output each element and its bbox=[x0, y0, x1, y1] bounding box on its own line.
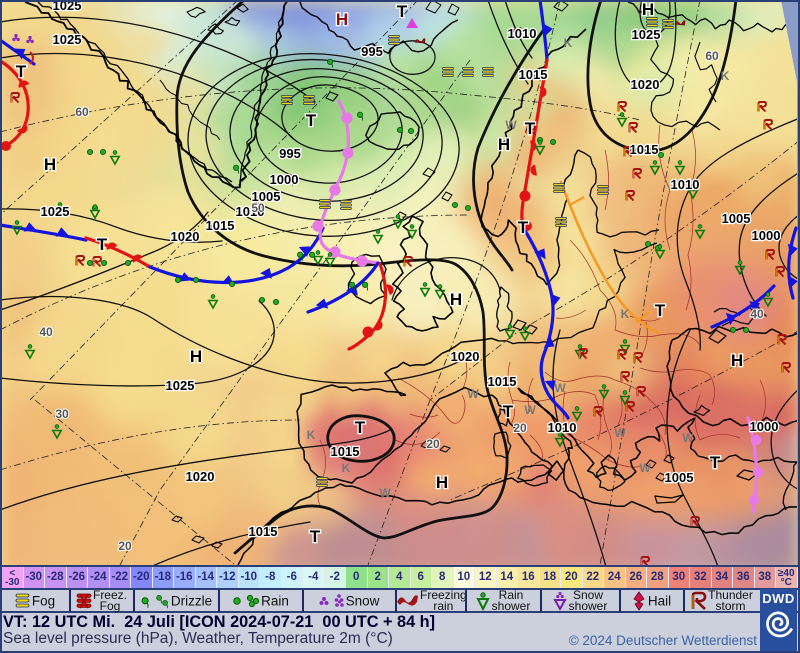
svg-text:T: T bbox=[355, 418, 366, 437]
svg-text:T: T bbox=[503, 402, 514, 421]
svg-text:T: T bbox=[397, 2, 408, 21]
svg-text:30: 30 bbox=[55, 407, 69, 421]
svg-text:40: 40 bbox=[39, 325, 53, 339]
svg-text:H: H bbox=[498, 135, 510, 154]
svg-text:1015: 1015 bbox=[206, 218, 235, 233]
svg-text:W: W bbox=[682, 431, 694, 445]
svg-text:40: 40 bbox=[750, 307, 764, 321]
svg-text:T: T bbox=[655, 301, 666, 320]
svg-text:H: H bbox=[642, 0, 654, 19]
svg-text:1015: 1015 bbox=[488, 374, 517, 389]
svg-text:T: T bbox=[518, 218, 529, 237]
svg-text:1015: 1015 bbox=[331, 444, 360, 459]
svg-text:1010: 1010 bbox=[236, 204, 265, 219]
svg-text:1005: 1005 bbox=[722, 211, 751, 226]
svg-text:1010: 1010 bbox=[508, 26, 537, 41]
svg-text:1020: 1020 bbox=[186, 469, 215, 484]
svg-text:T: T bbox=[16, 62, 27, 81]
svg-text:1025: 1025 bbox=[632, 27, 661, 42]
svg-text:H: H bbox=[731, 351, 743, 370]
svg-text:W: W bbox=[639, 461, 651, 475]
svg-text:1000: 1000 bbox=[750, 419, 779, 434]
svg-text:1015: 1015 bbox=[249, 524, 278, 539]
svg-text:60: 60 bbox=[75, 105, 89, 119]
svg-text:1005: 1005 bbox=[665, 470, 694, 485]
svg-text:995: 995 bbox=[279, 146, 301, 161]
svg-text:1025: 1025 bbox=[53, 0, 82, 13]
svg-text:20: 20 bbox=[426, 437, 440, 451]
svg-text:1015: 1015 bbox=[519, 67, 548, 82]
svg-text:1000: 1000 bbox=[270, 172, 299, 187]
svg-text:K: K bbox=[564, 36, 573, 50]
svg-text:H: H bbox=[450, 290, 462, 309]
svg-text:W: W bbox=[467, 387, 479, 401]
svg-text:K: K bbox=[342, 461, 351, 475]
svg-text:1020: 1020 bbox=[451, 349, 480, 364]
svg-text:1015: 1015 bbox=[630, 142, 659, 157]
svg-text:T: T bbox=[525, 119, 536, 138]
svg-text:T: T bbox=[306, 111, 317, 130]
svg-text:1020: 1020 bbox=[631, 77, 660, 92]
svg-text:H: H bbox=[436, 473, 448, 492]
svg-text:1025: 1025 bbox=[41, 204, 70, 219]
svg-text:W: W bbox=[524, 403, 536, 417]
svg-text:1000: 1000 bbox=[752, 228, 781, 243]
svg-text:20: 20 bbox=[513, 421, 527, 435]
svg-text:K: K bbox=[721, 69, 730, 83]
svg-text:1025: 1025 bbox=[53, 32, 82, 47]
svg-text:20: 20 bbox=[118, 539, 132, 553]
svg-text:W: W bbox=[379, 486, 391, 500]
svg-text:50: 50 bbox=[251, 201, 265, 215]
svg-text:995: 995 bbox=[361, 44, 383, 59]
svg-text:H: H bbox=[336, 10, 348, 29]
svg-text:W: W bbox=[554, 381, 566, 395]
svg-text:W: W bbox=[614, 426, 626, 440]
svg-text:1020: 1020 bbox=[171, 229, 200, 244]
svg-text:T: T bbox=[97, 235, 108, 254]
svg-text:1010: 1010 bbox=[548, 420, 577, 435]
svg-text:1010: 1010 bbox=[671, 177, 700, 192]
svg-text:T: T bbox=[310, 527, 321, 546]
svg-text:T: T bbox=[710, 453, 721, 472]
svg-text:K: K bbox=[621, 307, 630, 321]
svg-text:K: K bbox=[307, 428, 316, 442]
svg-text:H: H bbox=[44, 155, 56, 174]
svg-text:H: H bbox=[190, 347, 202, 366]
svg-text:60: 60 bbox=[705, 49, 719, 63]
svg-text:1005: 1005 bbox=[252, 189, 281, 204]
svg-text:W: W bbox=[505, 118, 517, 132]
svg-text:1025: 1025 bbox=[166, 378, 195, 393]
